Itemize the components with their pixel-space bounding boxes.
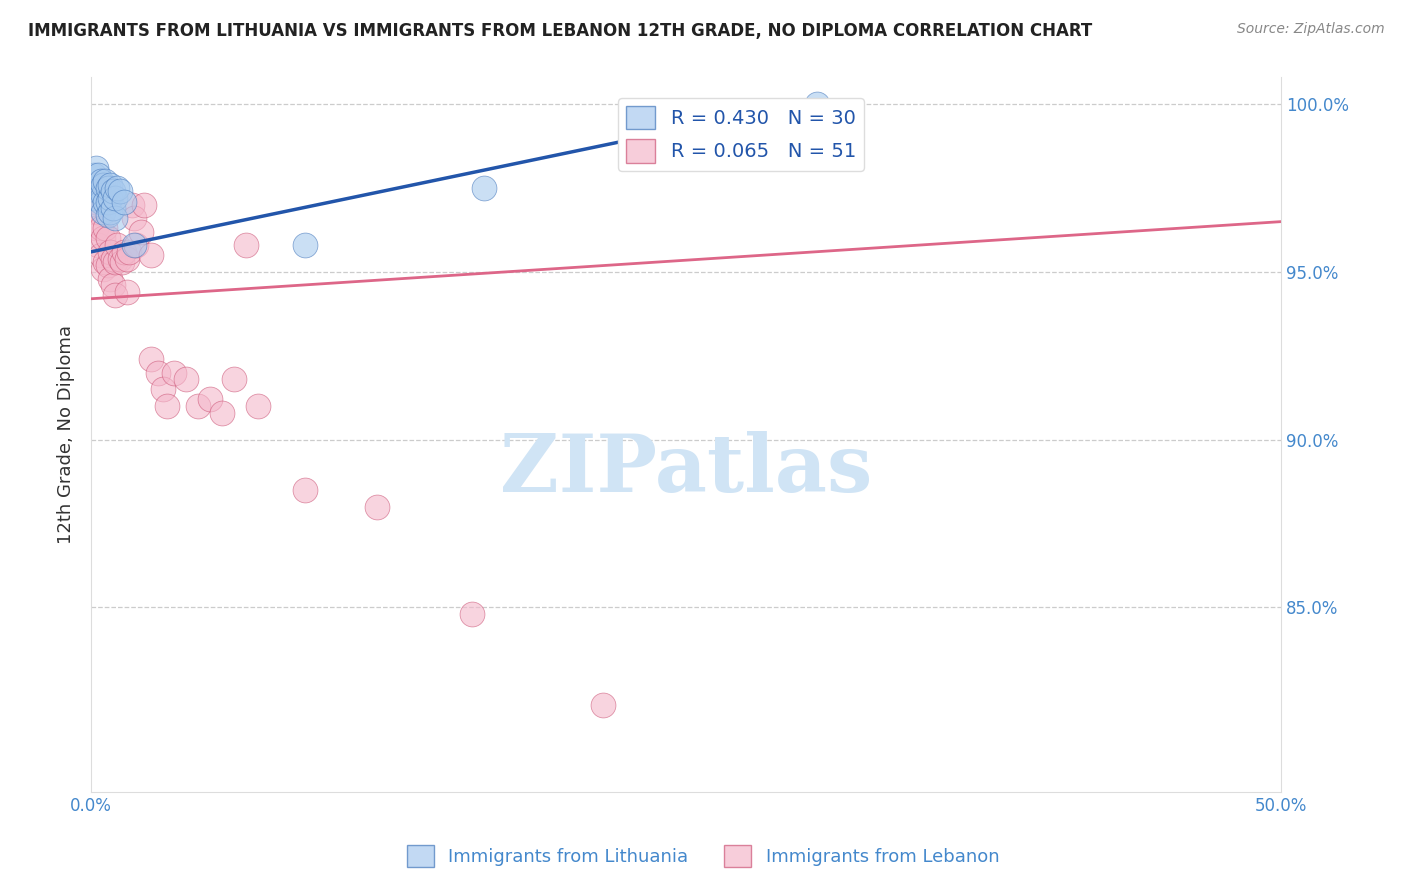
Point [101,252,124,266]
Point [114,194,136,209]
Point [222,372,245,386]
Point [211,406,233,420]
Point [115,252,138,266]
Point [83,181,105,195]
Point [98,244,121,259]
Point [122,238,145,252]
Point [156,399,179,413]
Text: Source: ZipAtlas.com: Source: ZipAtlas.com [1237,22,1385,37]
Point [84,221,107,235]
Point [461,607,484,621]
Point [94,194,117,209]
Point [87,204,110,219]
Point [163,366,186,380]
Point [246,399,269,413]
Point [83,168,105,182]
Point [176,372,198,386]
Point [472,181,495,195]
Point [84,194,107,209]
Point [294,483,316,497]
Point [105,181,128,195]
Point [104,288,127,302]
Point [98,178,121,192]
Point [806,97,828,112]
Point [132,198,155,212]
Point [91,231,114,245]
Point [198,392,221,407]
Point [108,252,131,266]
Point [152,382,174,396]
Point [84,178,107,192]
Point [94,194,117,209]
Point [121,198,143,212]
Point [97,258,120,272]
Point [84,181,107,195]
Point [139,248,162,262]
Point [91,261,114,276]
Point [87,238,110,252]
Point [94,221,117,235]
Point [94,255,117,269]
Point [139,352,162,367]
Point [104,255,127,269]
Point [83,191,105,205]
Legend: R = 0.430   N = 30, R = 0.065   N = 51: R = 0.430 N = 30, R = 0.065 N = 51 [619,98,863,170]
Point [118,244,141,259]
Point [83,204,105,219]
Point [101,185,124,199]
Point [104,211,127,226]
Point [104,191,127,205]
Point [97,231,120,245]
Point [87,168,110,182]
Point [90,174,112,188]
Point [115,285,138,299]
Text: ZIPatlas: ZIPatlas [501,432,872,509]
Text: IMMIGRANTS FROM LITHUANIA VS IMMIGRANTS FROM LEBANON 12TH GRADE, NO DIPLOMA CORR: IMMIGRANTS FROM LITHUANIA VS IMMIGRANTS … [28,22,1092,40]
Point [90,194,112,209]
Point [366,500,388,514]
Point [146,366,169,380]
Point [105,238,128,252]
Point [101,278,124,293]
Point [91,187,114,202]
Legend: Immigrants from Lithuania, Immigrants from Lebanon: Immigrants from Lithuania, Immigrants fr… [399,838,1007,874]
Point [90,248,112,262]
Point [114,244,136,259]
Point [98,271,121,285]
Point [98,191,121,205]
Y-axis label: 12th Grade, No Diploma: 12th Grade, No Diploma [58,325,75,544]
Point [101,201,124,215]
Point [98,204,121,219]
Point [94,174,117,188]
Point [125,238,148,252]
Point [87,185,110,199]
Point [187,399,209,413]
Point [91,178,114,192]
Point [108,185,131,199]
Point [97,181,120,195]
Point [91,204,114,219]
Point [294,238,316,252]
Point [90,221,112,235]
Point [122,211,145,226]
Point [84,161,107,175]
Point [111,255,134,269]
Point [97,208,120,222]
Point [592,698,614,712]
Point [235,238,257,252]
Point [97,194,120,209]
Point [129,225,152,239]
